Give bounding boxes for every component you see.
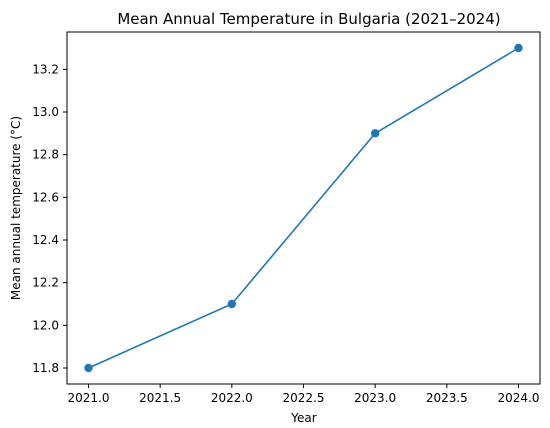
y-tick-label: 12.6 [32, 190, 59, 204]
x-tick-label: 2023.0 [354, 391, 396, 405]
plot-frame [66, 31, 541, 385]
x-axis-ticks: 2021.0 2021.5 2022.0 2022.5 2023.0 2023.5 2024… [68, 384, 540, 405]
data-point [84, 363, 93, 373]
x-axis-label: Year [290, 411, 316, 425]
y-tick-label: 12.0 [32, 318, 59, 332]
data-point [227, 299, 237, 309]
y-tick-label: 11.8 [32, 361, 59, 375]
series-points [84, 43, 523, 373]
y-tick-label: 12.4 [32, 233, 59, 247]
x-tick-label: 2021.0 [68, 391, 110, 405]
series-line [88, 47, 519, 369]
y-tick-label: 13.0 [32, 105, 59, 119]
y-axis-ticks: 11.8 12.0 12.2 12.4 12.6 12.8 13.0 13.2 [32, 62, 67, 375]
x-tick-label: 2024.0 [498, 391, 540, 405]
x-tick-label: 2023.5 [426, 391, 468, 405]
y-tick-label: 12.8 [32, 148, 59, 162]
data-point [370, 129, 380, 138]
chart-title: Mean Annual Temperature in Bulgaria (202… [117, 10, 500, 28]
x-tick-label: 2022.0 [211, 391, 253, 405]
y-axis-label: Mean annual temperature (°C) [9, 116, 23, 300]
x-tick-label: 2021.5 [139, 391, 181, 405]
y-tick-label: 12.2 [32, 276, 59, 290]
data-point [514, 43, 523, 53]
x-tick-label: 2022.5 [283, 391, 325, 405]
y-tick-label: 13.2 [32, 62, 59, 76]
